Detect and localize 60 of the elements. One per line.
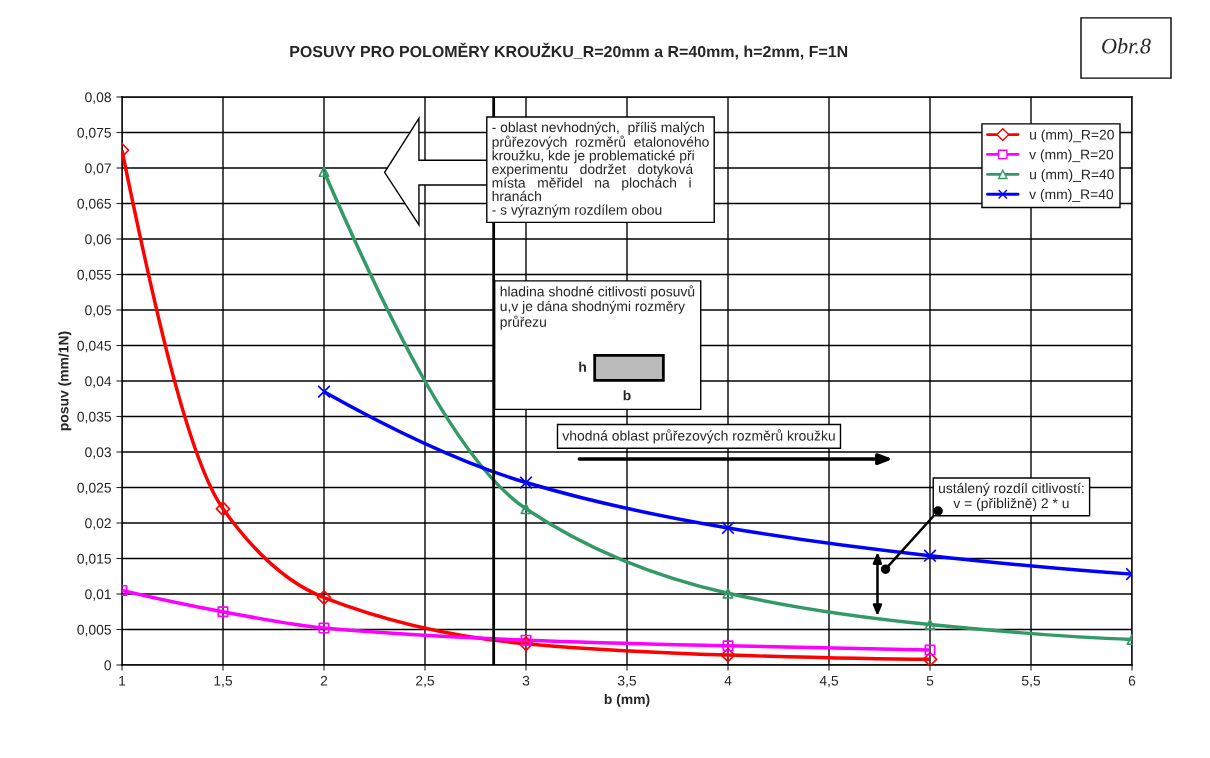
y-tick-label: 0,015 xyxy=(77,553,111,566)
point xyxy=(316,590,332,605)
y-tick-label: 0,08 xyxy=(85,92,111,104)
y-tick-label: 0,04 xyxy=(85,376,112,388)
y-tick-label: 0,055 xyxy=(77,269,111,282)
annotation: hladina shodné citlivosti posuvů u,v je dána shodnými rozměry průřezu xyxy=(500,285,695,330)
x-tick-label: 4 xyxy=(724,675,732,686)
text: Obr.8 xyxy=(1102,37,1151,54)
y-tick-label: 0,03 xyxy=(85,447,111,459)
y-tick-label: 0,005 xyxy=(77,624,111,637)
x-tick-label: 4,5 xyxy=(819,675,839,688)
y-tick-label: 0,02 xyxy=(85,518,111,530)
x-tick-label: 5 xyxy=(926,675,934,686)
point xyxy=(924,644,936,656)
y-tick-label: 0,06 xyxy=(85,234,111,246)
legend-label: v (mm)_R=40 xyxy=(1029,189,1114,202)
x-tick-label: 1 xyxy=(119,675,126,686)
x-axis-title: b (mm) xyxy=(604,693,650,707)
point xyxy=(721,521,735,535)
point xyxy=(317,385,331,399)
point xyxy=(519,475,533,490)
point xyxy=(923,549,937,563)
y-tick-label: 0,05 xyxy=(85,305,111,317)
point xyxy=(215,501,231,517)
point xyxy=(520,503,532,515)
point xyxy=(217,606,229,618)
point xyxy=(520,634,532,646)
x-tick-label: 3,5 xyxy=(617,675,637,688)
x-tick-label: 2,5 xyxy=(416,675,435,688)
annotation: b xyxy=(623,390,631,401)
y-tick-label: 0,065 xyxy=(77,198,111,211)
x-tick-label: 6 xyxy=(1128,675,1136,686)
annotation: ustálený rozdíl citlivostí: v = (přibližně) 2 * u xyxy=(938,482,1084,511)
point xyxy=(924,619,936,631)
point xyxy=(518,636,534,652)
point xyxy=(318,622,330,634)
y-tick-label: 0,025 xyxy=(77,482,111,495)
y-tick-label: 0,075 xyxy=(77,127,111,140)
point xyxy=(720,647,736,663)
point xyxy=(722,640,734,652)
x-tick-label: 2 xyxy=(320,675,328,686)
point xyxy=(922,651,938,665)
y-tick-label: 0,07 xyxy=(85,163,111,175)
point xyxy=(318,166,330,178)
legend-label: u (mm)_R=40 xyxy=(1030,169,1114,183)
y-axis-title: posuv (mm/1N) xyxy=(58,331,72,431)
x-tick-label: 1,5 xyxy=(214,675,233,688)
annotation: vhodná oblast průřezových rozměrů kroužku xyxy=(562,429,835,444)
y-tick-label: 0,035 xyxy=(77,411,111,424)
y-tick-label: 0 xyxy=(104,660,112,671)
x-tick-label: 5,5 xyxy=(1021,675,1041,688)
chart-title: POSUVY PRO POLOMĚRY KROUŽKU_R=20mm a R=40mm, h=2mm, F=1N xyxy=(290,42,848,60)
y-tick-label: 0,045 xyxy=(77,340,111,353)
legend-label: v (mm)_R=20 xyxy=(1029,149,1114,163)
annotation: - oblast nevhodných, příliš malých průřezových rozměrů etalonového kroužku, kde je problematické při experimentu dodržet dotyková místa měřidel na plochách i hranách - s výrazným rozdílem obou xyxy=(492,121,709,218)
point xyxy=(722,587,734,599)
annotation: h xyxy=(579,361,586,372)
x-tick-label: 3 xyxy=(522,675,530,686)
legend-label: u (mm)_R=20 xyxy=(1030,129,1114,143)
y-tick-label: 0,01 xyxy=(85,589,111,601)
